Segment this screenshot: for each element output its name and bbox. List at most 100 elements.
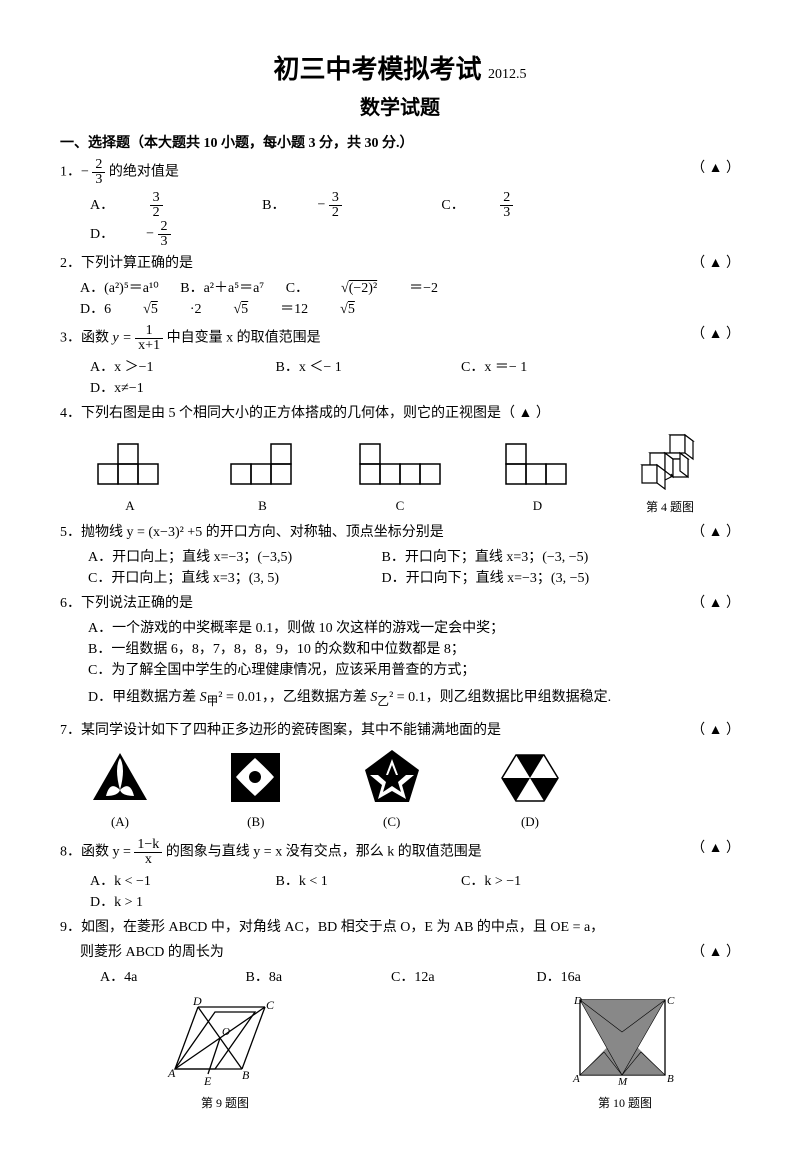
- q1-options: A． 32 B．− 32 C． 23 D．− 23: [90, 191, 740, 249]
- q2-opt-d: D．6√5·2√5＝12√5: [80, 299, 387, 320]
- svg-text:B: B: [667, 1073, 674, 1085]
- svg-text:M: M: [617, 1076, 628, 1087]
- q1-num: 1．: [60, 165, 81, 180]
- q5-opt-b: B．开口向下；直线 x=3；(−3, −5): [382, 550, 589, 565]
- q3-stem-a: 3．函数: [60, 331, 113, 346]
- q8-opt-b: B．k < 1: [276, 871, 426, 892]
- q3-options: A．x ＞−1 B．x ＜− 1 C．x ＝− 1 D．x≠−1: [90, 357, 740, 399]
- question-1: 1．− 2 3 的绝对值是 （ ▲ ）: [60, 158, 740, 187]
- q9-opt-b: B．8a: [246, 967, 356, 988]
- q4-fig-solid: 第 4 题图: [630, 430, 710, 516]
- q2-opt-c: C．√(−2)²＝−2: [286, 278, 470, 299]
- answer-marker: （ ▲ ）: [691, 593, 740, 614]
- question-6: 6．下列说法正确的是 （ ▲ ）: [60, 593, 740, 614]
- svg-text:A: A: [167, 1066, 176, 1080]
- q8-opt-c: C．k > −1: [461, 871, 611, 892]
- q9-opt-c: C．12a: [391, 967, 501, 988]
- q2-opt-b: B．a²＋a⁵＝a⁷: [180, 278, 264, 299]
- q7-stem: 7．某同学设计如下了四种正多边形的瓷砖图案，其中不能铺满地面的是: [60, 723, 501, 738]
- cube-view-b-icon: [223, 439, 303, 489]
- q6-opt-d: D．甲组数据方差 S甲² = 0.01，，乙组数据方差 S乙² = 0.1，则乙…: [88, 687, 740, 710]
- cube-view-a-icon: [90, 439, 170, 489]
- q4-fig-c: C: [355, 439, 445, 516]
- svg-text:O: O: [222, 1026, 230, 1038]
- square-star-icon: D C A B M: [570, 992, 680, 1087]
- q5-opt-d: D．开口向下；直线 x=−3；(3, −5): [382, 571, 590, 586]
- svg-text:C: C: [667, 995, 675, 1007]
- answer-marker: （ ▲ ）: [691, 522, 740, 543]
- q8-stem-a: 8．函数: [60, 845, 113, 860]
- question-9b: 则菱形 ABCD 的周长为 （ ▲ ）: [80, 942, 740, 963]
- bottom-figures: D C A B O E 第 9 题图 D C A B M 第 10 题图: [160, 992, 680, 1113]
- q3-y: y =: [113, 331, 132, 346]
- q5-row1: A．开口向上；直线 x=−3；(−3,5) B．开口向下；直线 x=3；(−3,…: [88, 547, 740, 568]
- q2-opt-a: A．(a²)⁵＝a¹⁰: [80, 278, 159, 299]
- q8-opt-a: A．k < −1: [90, 871, 240, 892]
- answer-marker: （ ▲ ）: [691, 838, 740, 859]
- answer-marker: （ ▲ ）: [691, 720, 740, 741]
- q1-opt-c: C． 23: [441, 191, 577, 220]
- q6-stem: 6．下列说法正确的是: [60, 596, 193, 611]
- answer-marker: （ ▲ ）: [691, 942, 740, 963]
- svg-text:E: E: [203, 1074, 212, 1087]
- q5-opt-c: C．开口向上；直线 x=3；(3, 5): [88, 568, 378, 589]
- cube-view-d-icon: [498, 439, 578, 489]
- q9-stem-b: 则菱形 ABCD 的周长为: [80, 945, 224, 960]
- section-heading: 一、选择题（本大题共 10 小题，每小题 3 分，共 30 分.）: [60, 133, 740, 154]
- title-date: 2012.5: [488, 67, 527, 82]
- q1-frac: 2 3: [92, 158, 105, 187]
- q8-stem-b: 的图象与直线 y = x 没有交点，那么 k 的取值范围是: [166, 845, 482, 860]
- page-title: 初三中考模拟考试 2012.5: [60, 50, 740, 89]
- cube-view-c-icon: [355, 439, 445, 489]
- question-7: 7．某同学设计如下了四种正多边形的瓷砖图案，其中不能铺满地面的是 （ ▲ ）: [60, 720, 740, 741]
- q8-frac: 1−k x: [134, 838, 162, 867]
- answer-marker: （ ▲ ）: [691, 253, 740, 274]
- tile-pentagon-icon: [362, 747, 422, 805]
- svg-text:C: C: [266, 998, 275, 1012]
- rhombus-icon: D C A B O E: [160, 997, 290, 1087]
- q5-stem: 5．抛物线 y = (x−3)² +5 的开口方向、对称轴、顶点坐标分别是: [60, 525, 444, 540]
- page-subtitle: 数学试题: [60, 93, 740, 123]
- q8-options: A．k < −1 B．k < 1 C．k > −1 D．k > 1: [90, 871, 740, 913]
- q7-fig-a: (A): [90, 750, 150, 832]
- q4-fig-d: D: [498, 439, 578, 516]
- q3-stem-b: 中自变量 x 的取值范围是: [167, 331, 321, 346]
- svg-text:D: D: [192, 997, 202, 1008]
- q9-opt-d: D．16a: [537, 967, 647, 988]
- q3-opt-c: C．x ＝− 1: [461, 357, 611, 378]
- q3-frac: 1 x+1: [135, 324, 163, 353]
- q5-row2: C．开口向上；直线 x=3；(3, 5) D．开口向下；直线 x=−3；(3, …: [88, 568, 740, 589]
- question-9: 9．如图，在菱形 ABCD 中，对角线 AC，BD 相交于点 O，E 为 AB …: [60, 917, 740, 938]
- q1-opt-b: B．− 32: [262, 191, 406, 220]
- answer-marker: （ ▲ ）: [691, 324, 740, 345]
- q1-opt-d: D．− 23: [90, 220, 235, 249]
- q3-opt-a: A．x ＞−1: [90, 357, 240, 378]
- q9-opt-a: A．4a: [100, 967, 210, 988]
- svg-text:B: B: [242, 1068, 250, 1082]
- tile-triangle-icon: [90, 750, 150, 805]
- q6-opt-a: A．一个游戏的中奖概率是 0.1，则做 10 次这样的游戏一定会中奖；: [88, 618, 740, 639]
- q4-fig-b: B: [223, 439, 303, 516]
- q1-opt-a: A． 32: [90, 191, 227, 220]
- q7-figures: (A) (B) (C) (D): [90, 747, 560, 832]
- title-main: 初三中考模拟考试: [273, 55, 481, 84]
- question-5: 5．抛物线 y = (x−3)² +5 的开口方向、对称轴、顶点坐标分别是 （ …: [60, 522, 740, 543]
- question-2: 2．下列计算正确的是 （ ▲ ）: [60, 253, 740, 274]
- tile-square-icon: [228, 750, 283, 805]
- q2-stem: 2．下列计算正确的是: [60, 256, 193, 271]
- q9-options: A．4a B．8a C．12a D．16a: [100, 967, 740, 988]
- q2-options: A．(a²)⁵＝a¹⁰ B．a²＋a⁵＝a⁷ C．√(−2)²＝−2 D．6√5…: [80, 278, 740, 320]
- tile-hexagon-icon: [500, 750, 560, 805]
- q9-figure: D C A B O E 第 9 题图: [160, 997, 290, 1113]
- q4-fig-a: A: [90, 439, 170, 516]
- q7-fig-c: (C): [362, 747, 422, 832]
- question-4: 4．下列右图是由 5 个相同大小的正方体搭成的几何体，则它的正视图是（ ▲ ）: [60, 403, 740, 424]
- q8-opt-d: D．k > 1: [90, 892, 240, 913]
- q3-opt-b: B．x ＜− 1: [276, 357, 426, 378]
- q4-figures: A B C D: [90, 430, 710, 516]
- svg-text:A: A: [572, 1073, 580, 1085]
- q1-stem: 的绝对值是: [109, 165, 179, 180]
- q10-figure: D C A B M 第 10 题图: [570, 992, 680, 1113]
- q6-opt-b: B．一组数据 6，8，7，8，8，9，10 的众数和中位数都是 8；: [88, 639, 740, 660]
- q7-fig-b: (B): [228, 750, 283, 832]
